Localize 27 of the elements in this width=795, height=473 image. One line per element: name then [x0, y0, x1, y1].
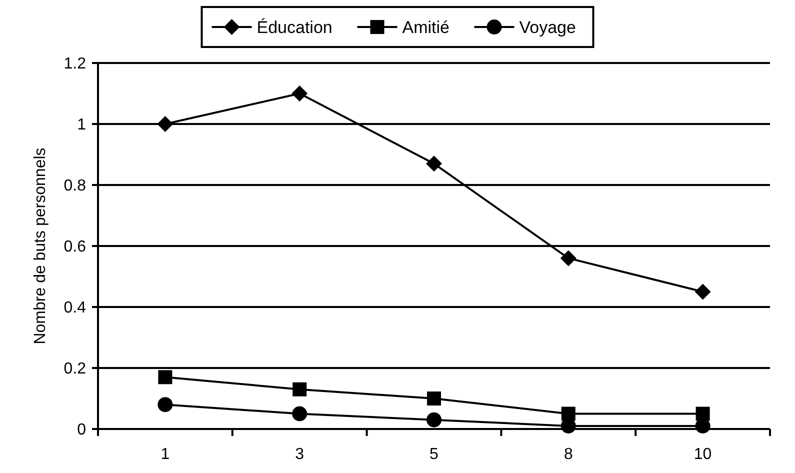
x-tick-label: 10	[694, 446, 712, 463]
point	[292, 86, 308, 102]
x-tick-label: 3	[295, 446, 304, 463]
x-tick-label: 5	[430, 446, 439, 463]
point	[292, 406, 308, 422]
y-tick-label: 0.2	[64, 360, 86, 378]
x-tick-label: 8	[564, 446, 573, 463]
legend-label: Amitié	[402, 18, 450, 37]
point	[560, 250, 576, 266]
legend-label: Voyage	[519, 18, 576, 37]
y-tick-label: 0.8	[64, 178, 86, 195]
point	[158, 397, 173, 412]
point	[292, 382, 307, 396]
y-tick-label: 1.2	[64, 56, 86, 73]
point	[157, 116, 174, 132]
y-tick-label: 0	[77, 422, 86, 439]
x-tick-label: 1	[160, 446, 170, 463]
y-tick-label: 1	[77, 116, 86, 134]
point	[426, 412, 442, 428]
point	[426, 156, 442, 172]
y-tick-label: 0.4	[64, 300, 86, 317]
legend-label: Éducation	[256, 18, 332, 37]
y-axis-title: Nombre de buts personnels	[32, 148, 49, 344]
point	[427, 392, 441, 406]
y-tick-label: 0.6	[64, 238, 86, 256]
point	[694, 284, 711, 300]
point	[158, 370, 172, 384]
